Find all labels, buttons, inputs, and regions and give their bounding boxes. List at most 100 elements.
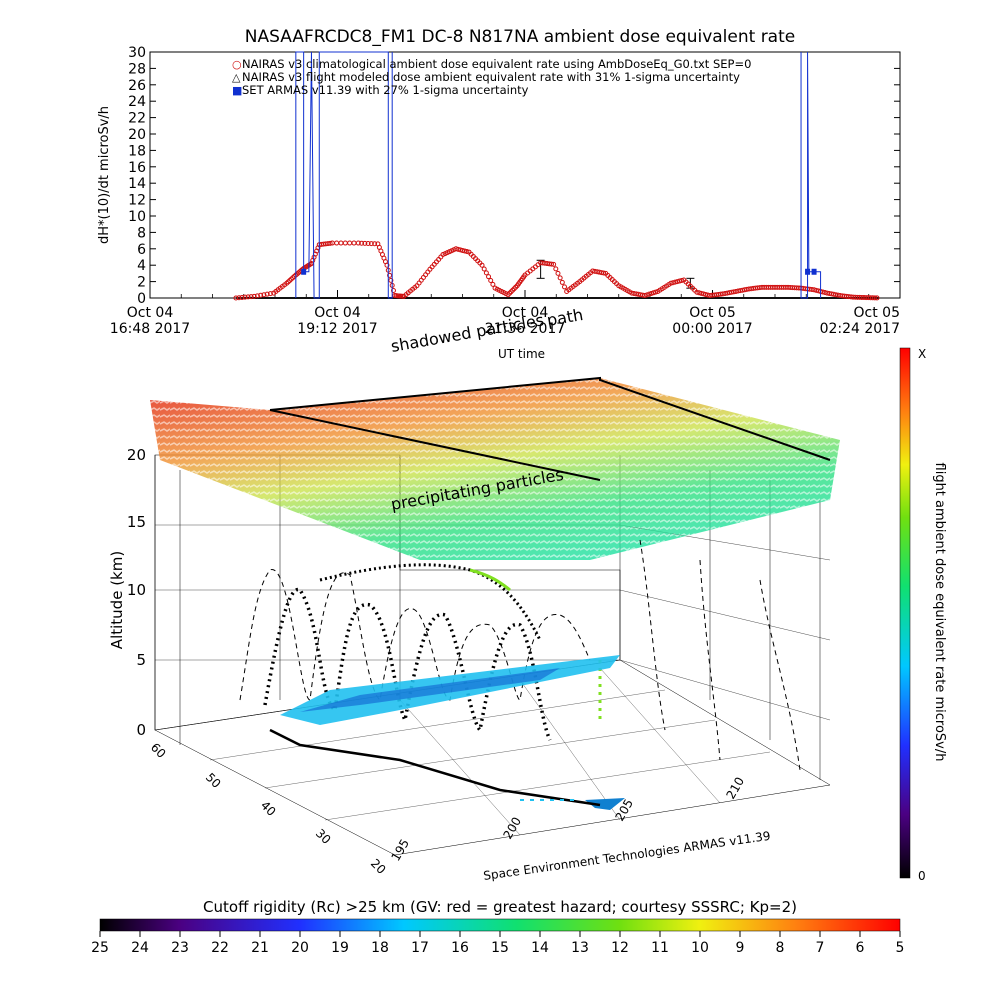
- nairas-point: [462, 248, 468, 254]
- cutoff-tick-label: 5: [896, 940, 905, 956]
- y-tick-label: 18: [128, 143, 146, 159]
- nairas-point: [653, 289, 659, 295]
- y-tick-label: 0: [137, 291, 146, 307]
- x-tick-time: 19:12 2017: [297, 321, 377, 337]
- y-tick-label: 20: [128, 127, 146, 143]
- cutoff-tick-label: 17: [411, 940, 429, 956]
- ground-track: [269, 655, 625, 810]
- nairas-point: [548, 261, 554, 267]
- latitude-tick-label: 60: [148, 740, 169, 761]
- nairas-point: [342, 240, 348, 246]
- nairas-point: [327, 240, 333, 246]
- nairas-point: [811, 287, 817, 293]
- dose-colorbar: [899, 347, 911, 879]
- cutoff-tick-label: 15: [491, 940, 509, 956]
- nairas-point: [267, 291, 273, 297]
- cutoff-tick-label: 11: [651, 940, 669, 956]
- nairas-point: [355, 240, 361, 246]
- nairas-point: [388, 277, 394, 283]
- latitude-tick-label: 30: [313, 826, 334, 847]
- nairas-point: [644, 292, 650, 298]
- y-tick-label: 30: [128, 45, 146, 61]
- armas-point: [301, 268, 307, 275]
- nairas-point: [872, 295, 878, 301]
- nairas-point: [239, 294, 245, 300]
- nairas-point: [457, 247, 463, 253]
- nairas-point: [483, 270, 489, 276]
- y-tick-label: 22: [128, 111, 146, 127]
- nairas-point: [372, 241, 378, 247]
- series-armas-line: [800, 51, 822, 299]
- nairas-point: [694, 289, 700, 295]
- cutoff-tick-label: 22: [211, 940, 229, 956]
- altitude-tick-label: 20: [127, 446, 146, 464]
- legend-entry: NAIRAS v3 climatological ambient dose eq…: [242, 57, 751, 71]
- cutoff-tick-label: 25: [91, 940, 109, 956]
- nairas-point: [601, 270, 607, 276]
- y-tick-label: 26: [128, 78, 146, 94]
- nairas-point: [384, 262, 390, 268]
- nairas-point: [677, 278, 683, 284]
- nairas-point: [362, 240, 368, 246]
- nairas-point: [672, 279, 678, 285]
- cutoff-tick-label: 13: [571, 940, 589, 956]
- cutoff-tick-label: 8: [776, 940, 785, 956]
- x-tick-time: 02:24 2017: [820, 321, 900, 337]
- cutoff-tick-label: 9: [736, 940, 745, 956]
- altitude-tick-label: 0: [136, 721, 146, 739]
- nairas-point: [464, 249, 470, 255]
- cutoff-tick-label: 14: [531, 940, 549, 956]
- x-tick-day: Oct 04: [502, 305, 549, 321]
- nairas-point: [874, 295, 880, 301]
- nairas-point: [551, 261, 557, 267]
- cutoff-tick-label: 12: [611, 940, 629, 956]
- nairas-point: [334, 240, 340, 246]
- x-tick-time: 21:36 2017: [485, 321, 565, 337]
- longitude-tick-label: 200: [500, 815, 524, 842]
- nairas-point: [245, 294, 251, 300]
- nairas-point: [233, 295, 239, 301]
- nairas-point: [248, 294, 254, 300]
- legend-entry: NAIRAS v3 flight modeled dose ambient eq…: [242, 70, 740, 84]
- nairas-point: [347, 240, 353, 246]
- legend-symbol: ○: [232, 58, 242, 71]
- nairas-point: [559, 279, 565, 285]
- nairas-point: [236, 295, 242, 301]
- nairas-point: [387, 272, 393, 278]
- nairas-point: [561, 284, 567, 290]
- nairas-point: [650, 290, 656, 296]
- cutoff-tick-label: 23: [171, 940, 189, 956]
- chart-title: NASAAFRCDC8_FM1 DC-8 N817NA ambient dose…: [245, 27, 795, 47]
- nairas-point: [453, 246, 459, 252]
- annotation-ut-time: UT time: [498, 347, 545, 361]
- cutoff-tick-label: 6: [856, 940, 865, 956]
- nairas-point: [486, 274, 492, 280]
- nairas-point: [703, 291, 709, 297]
- nairas-point: [351, 240, 357, 246]
- legend: ○ NAIRAS v3 climatological ambient dose e…: [232, 57, 751, 97]
- y-tick-label: 16: [128, 160, 146, 176]
- legend-symbol: ■: [232, 84, 242, 97]
- armas-point: [805, 268, 811, 275]
- nairas-point: [479, 262, 485, 268]
- nairas-point: [646, 291, 652, 297]
- cutoff-tick-label: 10: [691, 940, 709, 956]
- nairas-point: [242, 294, 248, 300]
- path-line-2: [269, 409, 601, 481]
- cutoff-ticks: 25 24 23 22 21 20 19 18 17 16 15 14 13 12 11 10 9 8 7 6 5: [91, 931, 904, 956]
- colorbar-label: flight ambient dose equivalent rate micr…: [932, 463, 947, 762]
- y-tick-label: 28: [128, 61, 146, 77]
- x-tick-day: Oct 04: [314, 305, 361, 321]
- particle-sheet: [150, 378, 840, 560]
- nairas-point: [700, 291, 706, 297]
- dose-rate-panel: NASAAFRCDC8_FM1 DC-8 N817NA ambient dose…: [97, 27, 901, 337]
- y-tick-label: 24: [128, 94, 146, 110]
- colorbar-max-label: X: [918, 347, 926, 361]
- nairas-point: [488, 278, 494, 284]
- cutoff-colorbar: [99, 918, 901, 932]
- nairas-point: [813, 287, 819, 293]
- armas-point: [811, 268, 817, 275]
